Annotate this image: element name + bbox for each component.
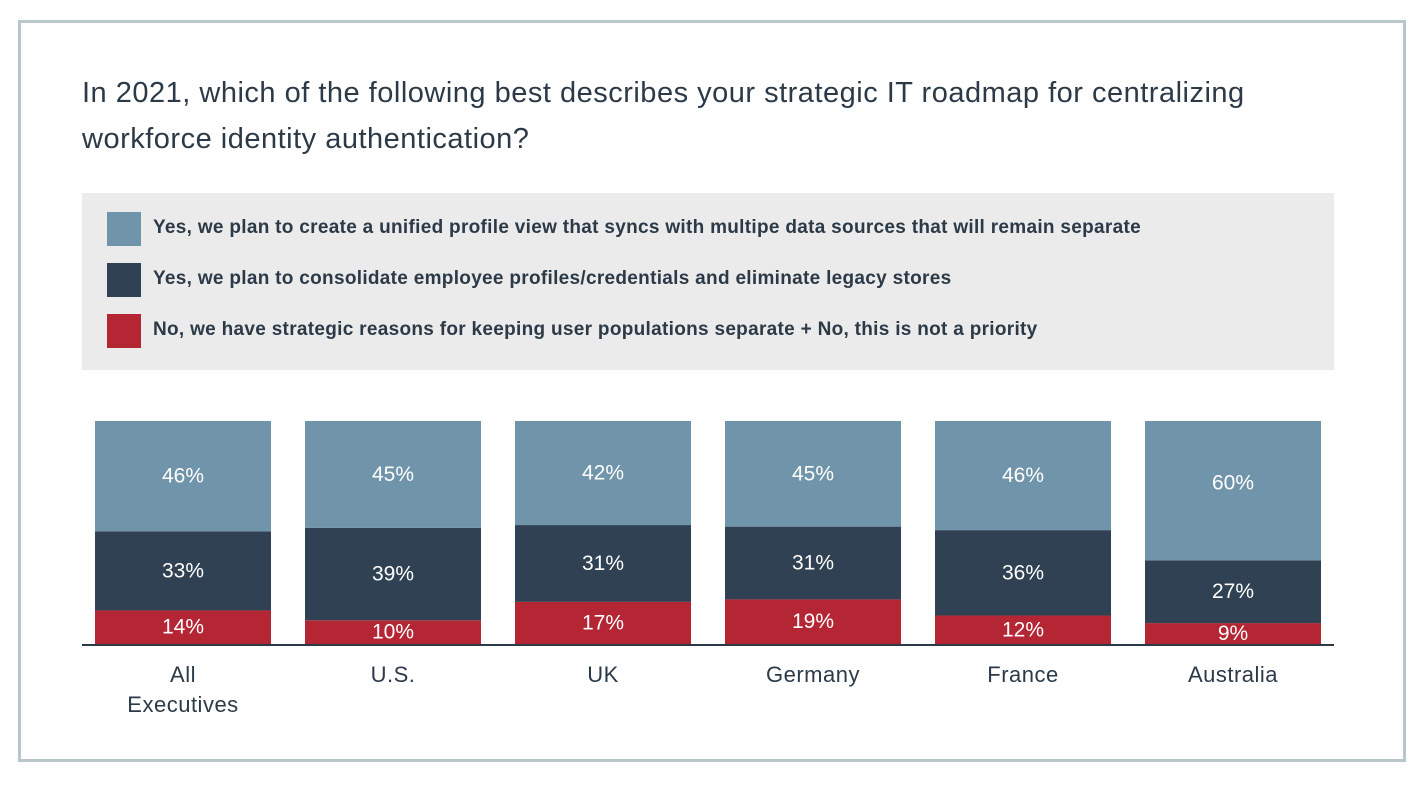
data-label-2-5: 9% <box>1218 622 1248 645</box>
legend-swatch-no <box>107 314 141 348</box>
data-label-0-1: 45% <box>372 463 414 486</box>
bar-segment-0-1 <box>305 421 481 528</box>
data-label-2-2: 17% <box>582 611 624 634</box>
data-label-1-3: 31% <box>792 552 834 575</box>
bar-segment-0-5 <box>1145 421 1321 561</box>
bar-segment-2-3 <box>725 599 901 644</box>
chart-frame <box>18 20 1406 762</box>
legend: Yes, we plan to create a unified profile… <box>82 193 1334 370</box>
bar-segment-0-4 <box>935 421 1111 531</box>
data-label-0-3: 45% <box>792 462 834 485</box>
data-label-1-1: 39% <box>372 563 414 586</box>
bar-segment-2-4 <box>935 615 1111 644</box>
bar-segment-1-2 <box>515 525 691 602</box>
data-label-2-3: 19% <box>792 610 834 633</box>
data-label-2-0: 14% <box>162 616 204 639</box>
bar-segment-2-1 <box>305 620 481 644</box>
bar-segment-1-4 <box>935 530 1111 616</box>
chart-title: In 2021, which of the following best des… <box>82 77 1245 155</box>
bar-segment-1-3 <box>725 526 901 600</box>
bar-segment-2-2 <box>515 601 691 644</box>
bar-segment-1-0 <box>95 531 271 611</box>
legend-label-unified: Yes, we plan to create a unified profile… <box>153 217 1141 238</box>
legend-label-no: No, we have strategic reasons for keepin… <box>153 319 1038 340</box>
category-label-4-0: France <box>987 662 1058 687</box>
data-label-1-4: 36% <box>1002 561 1044 584</box>
category-label-0-1: Executives <box>127 692 238 717</box>
bar-segment-2-5 <box>1145 623 1321 644</box>
category-label-5-0: Australia <box>1188 662 1278 687</box>
bar-segment-0-2 <box>515 421 691 526</box>
category-label-2-0: UK <box>587 662 619 687</box>
bar-segment-0-0 <box>95 421 271 532</box>
legend-swatch-unified <box>107 212 141 246</box>
legend-item-unified: Yes, we plan to create a unified profile… <box>107 212 1334 263</box>
legend-label-consolidate: Yes, we plan to consolidate employee pro… <box>153 268 952 289</box>
legend-swatch-consolidate <box>107 263 141 297</box>
bar-segment-0-3 <box>725 421 901 527</box>
legend-item-consolidate: Yes, we plan to consolidate employee pro… <box>107 263 1334 314</box>
data-label-0-5: 60% <box>1212 472 1254 495</box>
data-label-1-5: 27% <box>1212 580 1254 603</box>
category-label-1-0: U.S. <box>371 662 416 687</box>
category-label-0-0: All <box>170 662 196 687</box>
data-label-2-4: 12% <box>1002 618 1044 641</box>
data-label-1-2: 31% <box>582 552 624 575</box>
data-label-2-1: 10% <box>372 621 414 644</box>
data-label-0-4: 46% <box>1002 464 1044 487</box>
data-label-1-0: 33% <box>162 559 204 582</box>
bar-segment-1-1 <box>305 527 481 621</box>
legend-item-no: No, we have strategic reasons for keepin… <box>107 314 1334 365</box>
bar-segment-1-5 <box>1145 560 1321 624</box>
bar-segment-2-0 <box>95 610 271 644</box>
data-label-0-2: 42% <box>582 462 624 485</box>
category-label-3-0: Germany <box>766 662 860 687</box>
data-label-0-0: 46% <box>162 465 204 488</box>
